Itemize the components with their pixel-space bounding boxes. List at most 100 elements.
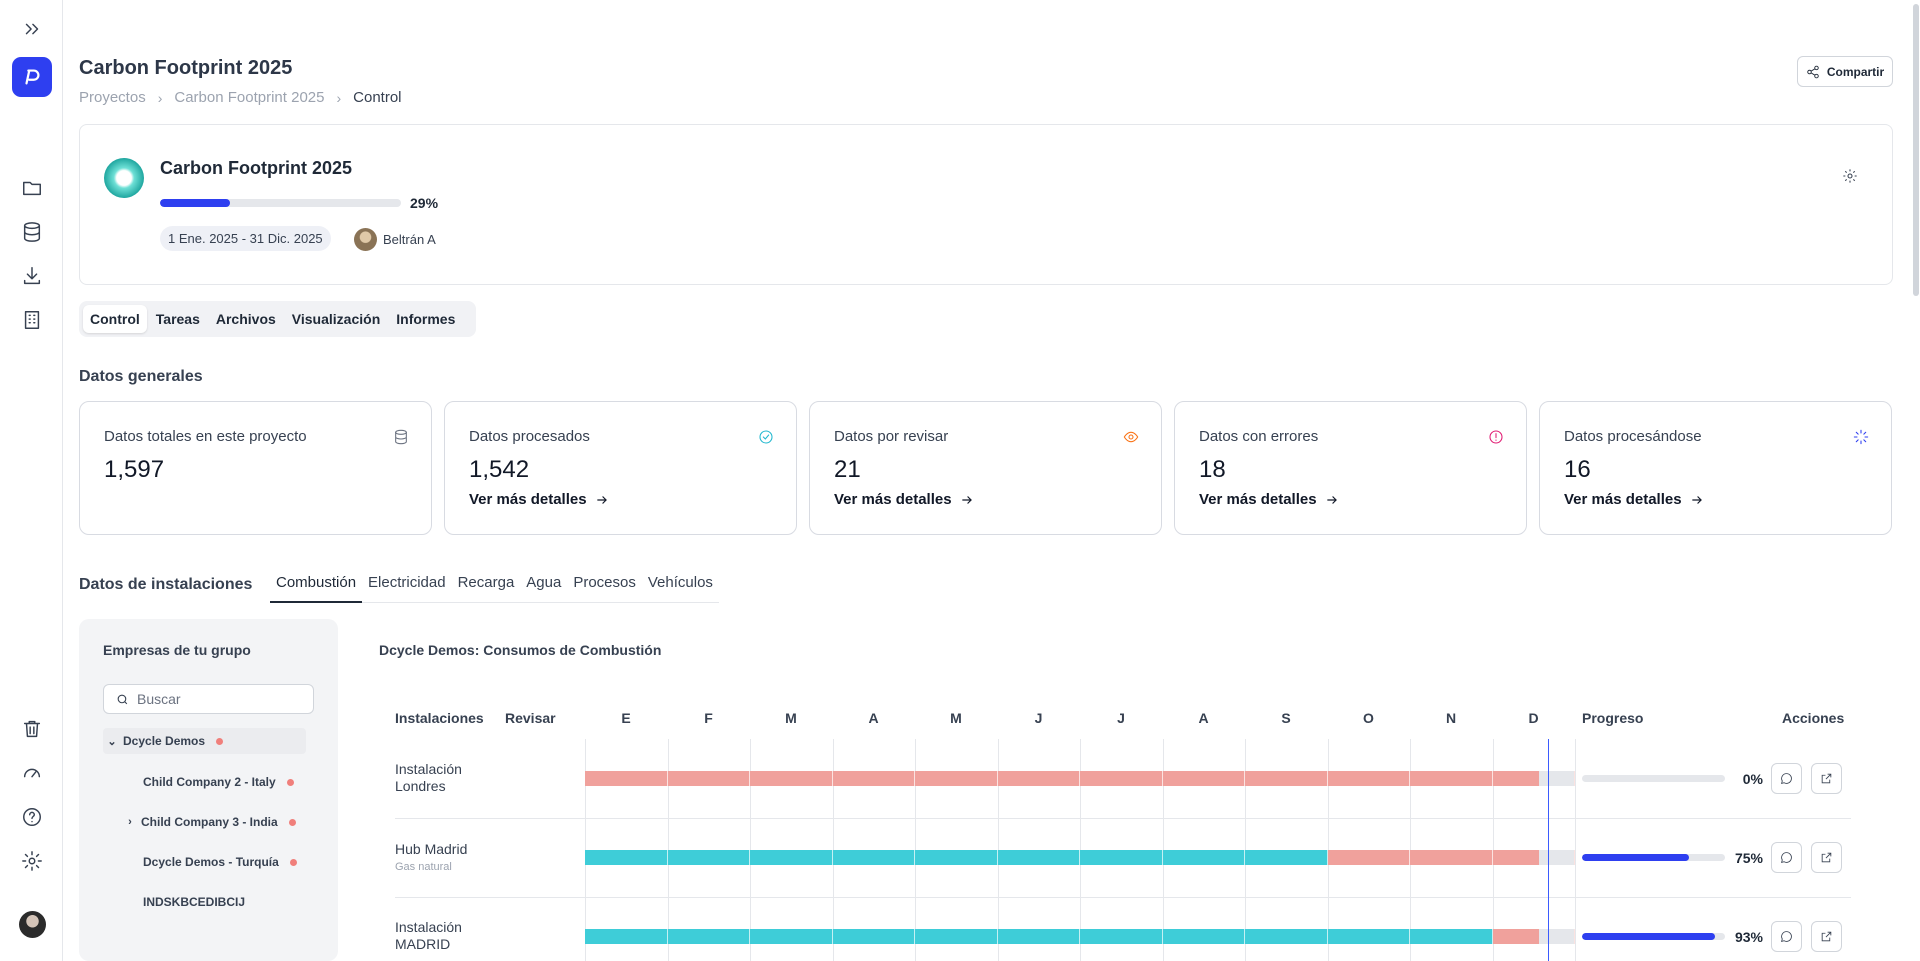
company-item[interactable]: Child Company 2 - Italy	[143, 769, 294, 795]
gauge-icon[interactable]	[16, 757, 48, 789]
stat-card-processing: Datos procesándose 16 Ver más detalles	[1539, 401, 1892, 535]
search-input[interactable]: Buscar	[103, 684, 314, 714]
month-segment[interactable]	[1327, 850, 1410, 865]
month-segment[interactable]	[667, 850, 750, 865]
month-segment[interactable]	[1410, 771, 1493, 786]
month-segment[interactable]	[1327, 929, 1410, 944]
month-segment[interactable]	[1080, 850, 1163, 865]
folder-icon[interactable]	[16, 172, 48, 204]
tab-informes[interactable]: Informes	[396, 311, 456, 327]
month-segment[interactable]	[832, 929, 915, 944]
external-link-icon	[1821, 852, 1832, 863]
month-segment[interactable]	[750, 850, 833, 865]
month-segment[interactable]	[832, 850, 915, 865]
company-item[interactable]: ⌄ Dcycle Demos	[103, 728, 306, 754]
installations-title: Datos de instalaciones	[79, 576, 253, 593]
month-segment[interactable]	[997, 850, 1080, 865]
tab-procesos[interactable]: Procesos	[573, 574, 636, 591]
open-external-button[interactable]	[1811, 842, 1842, 873]
logo[interactable]	[12, 57, 52, 97]
month-segment[interactable]	[1492, 850, 1575, 865]
stat-value: 1,542	[469, 456, 530, 483]
tab-tareas[interactable]: Tareas	[155, 311, 200, 327]
tab-visualizacion[interactable]: Visualización	[291, 311, 381, 327]
project-owner: Beltrán A	[354, 228, 436, 251]
month-segment[interactable]	[1162, 850, 1245, 865]
building-icon[interactable]	[16, 304, 48, 336]
month-segment[interactable]	[832, 771, 915, 786]
project-progress-bar	[160, 199, 401, 207]
details-link[interactable]: Ver más detalles	[469, 491, 609, 508]
company-label: Dcycle Demos - Turquía	[143, 855, 279, 869]
month-segment[interactable]	[915, 850, 998, 865]
open-external-button[interactable]	[1811, 921, 1842, 952]
month-segment[interactable]	[750, 771, 833, 786]
alert-circle-icon	[1488, 429, 1504, 445]
status-dot	[286, 778, 294, 786]
month-segment[interactable]	[915, 929, 998, 944]
settings-icon[interactable]	[16, 845, 48, 877]
month-label: N	[1445, 710, 1457, 726]
month-segment[interactable]	[1410, 850, 1493, 865]
month-segment[interactable]	[750, 929, 833, 944]
company-label: INDSKBCEDIBCIJ	[143, 895, 246, 909]
installation-name: Instalación Londres	[395, 761, 462, 794]
month-segment[interactable]	[997, 929, 1080, 944]
month-segment[interactable]	[1327, 771, 1410, 786]
gantt-bar	[585, 771, 1575, 786]
month-segment[interactable]	[667, 929, 750, 944]
scrollbar-thumb[interactable]	[1912, 4, 1919, 296]
details-link[interactable]: Ver más detalles	[1564, 491, 1704, 508]
month-segment[interactable]	[1492, 929, 1575, 944]
comment-button[interactable]	[1771, 921, 1802, 952]
tab-combustion[interactable]: Combustión	[270, 571, 363, 603]
month-segment[interactable]	[997, 771, 1080, 786]
breadcrumb-item[interactable]: Carbon Footprint 2025	[174, 89, 325, 106]
month-segment[interactable]	[585, 929, 668, 944]
comment-button[interactable]	[1771, 842, 1802, 873]
month-segment[interactable]	[585, 850, 668, 865]
trash-icon[interactable]	[16, 713, 48, 745]
month-segment[interactable]	[1162, 771, 1245, 786]
project-name: Carbon Footprint 2025	[160, 158, 353, 178]
month-segment[interactable]	[1080, 929, 1163, 944]
month-segment[interactable]	[1245, 850, 1328, 865]
database-icon[interactable]	[16, 216, 48, 248]
share-button[interactable]: Compartir	[1797, 56, 1893, 87]
open-external-button[interactable]	[1811, 763, 1842, 794]
expand-icon[interactable]	[16, 13, 48, 45]
details-link[interactable]: Ver más detalles	[834, 491, 974, 508]
details-link[interactable]: Ver más detalles	[1199, 491, 1339, 508]
month-segment[interactable]	[667, 771, 750, 786]
comment-button[interactable]	[1771, 763, 1802, 794]
download-icon[interactable]	[16, 260, 48, 292]
gear-icon[interactable]	[1842, 168, 1860, 186]
installation-name: Hub Madrid	[395, 841, 468, 857]
sidebar	[0, 0, 63, 961]
page-scrollbar[interactable]	[1911, 0, 1920, 300]
company-item[interactable]: INDSKBCEDIBCIJ	[143, 889, 245, 915]
company-item[interactable]: › Child Company 3 - India	[125, 809, 296, 835]
breadcrumb-item[interactable]: Proyectos	[79, 89, 146, 106]
avatar[interactable]	[19, 911, 46, 938]
month-segment[interactable]	[1162, 929, 1245, 944]
tab-agua[interactable]: Agua	[526, 574, 562, 591]
loader-icon	[1853, 429, 1869, 445]
month-segment[interactable]	[1410, 929, 1493, 944]
chevron-right-icon[interactable]: ›	[128, 816, 132, 828]
company-item[interactable]: Dcycle Demos - Turquía	[143, 849, 297, 875]
month-segment[interactable]	[1245, 771, 1328, 786]
month-segment[interactable]	[1080, 771, 1163, 786]
arrow-right-icon	[1326, 495, 1337, 504]
month-segment[interactable]	[915, 771, 998, 786]
tab-vehiculos[interactable]: Vehículos	[647, 574, 713, 591]
month-segment[interactable]	[1492, 771, 1575, 786]
month-segment[interactable]	[1245, 929, 1328, 944]
tab-archivos[interactable]: Archivos	[215, 311, 276, 327]
tab-control[interactable]: Control	[83, 305, 147, 333]
chevron-down-icon[interactable]: ⌄	[107, 735, 117, 748]
help-icon[interactable]	[16, 801, 48, 833]
tab-recarga[interactable]: Recarga	[457, 574, 515, 591]
tab-electricidad[interactable]: Electricidad	[368, 574, 446, 591]
month-segment[interactable]	[585, 771, 668, 786]
